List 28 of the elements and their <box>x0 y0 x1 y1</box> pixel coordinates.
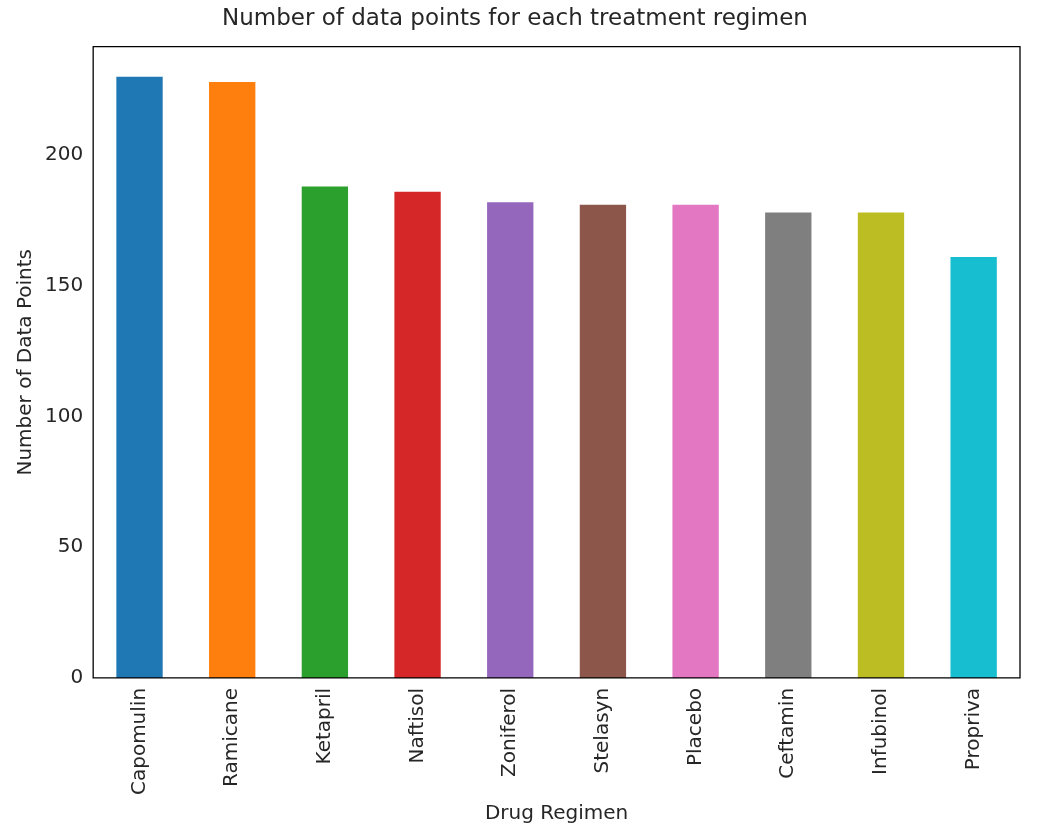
x-tick-label: Stelasyn <box>589 687 614 774</box>
bar <box>209 81 256 678</box>
y-axis-title: Number of Data Points <box>12 248 37 476</box>
x-tick-label: Placebo <box>681 687 706 767</box>
x-tick-label: Propriva <box>959 687 984 771</box>
x-axis-title: Drug Regimen <box>484 800 629 825</box>
y-tick-label: 150 <box>44 271 84 296</box>
x-tick-label: Naftisol <box>403 687 428 764</box>
y-tick-label: 100 <box>44 402 84 427</box>
x-tick-label: Infubinol <box>867 687 892 775</box>
x-tick-label: Ramicane <box>218 687 243 787</box>
y-tick-label: 50 <box>57 533 84 558</box>
y-tick-label: 200 <box>44 141 84 166</box>
bar <box>116 76 163 678</box>
x-tick-label: Capomulin <box>125 687 150 796</box>
bar <box>765 212 812 678</box>
chart-title: Number of data points for each treatment regimen <box>222 3 808 30</box>
bar <box>857 212 905 678</box>
bar <box>579 204 627 678</box>
x-tick-label: Ceftamin <box>774 687 799 779</box>
bar <box>301 186 349 678</box>
bar <box>672 204 719 678</box>
bar <box>487 202 534 678</box>
x-tick-label: Ketapril <box>311 687 336 765</box>
x-tick-label: Zoniferol <box>496 687 521 777</box>
bar <box>950 257 997 678</box>
bar <box>394 191 441 678</box>
y-tick-label: 0 <box>70 664 84 689</box>
